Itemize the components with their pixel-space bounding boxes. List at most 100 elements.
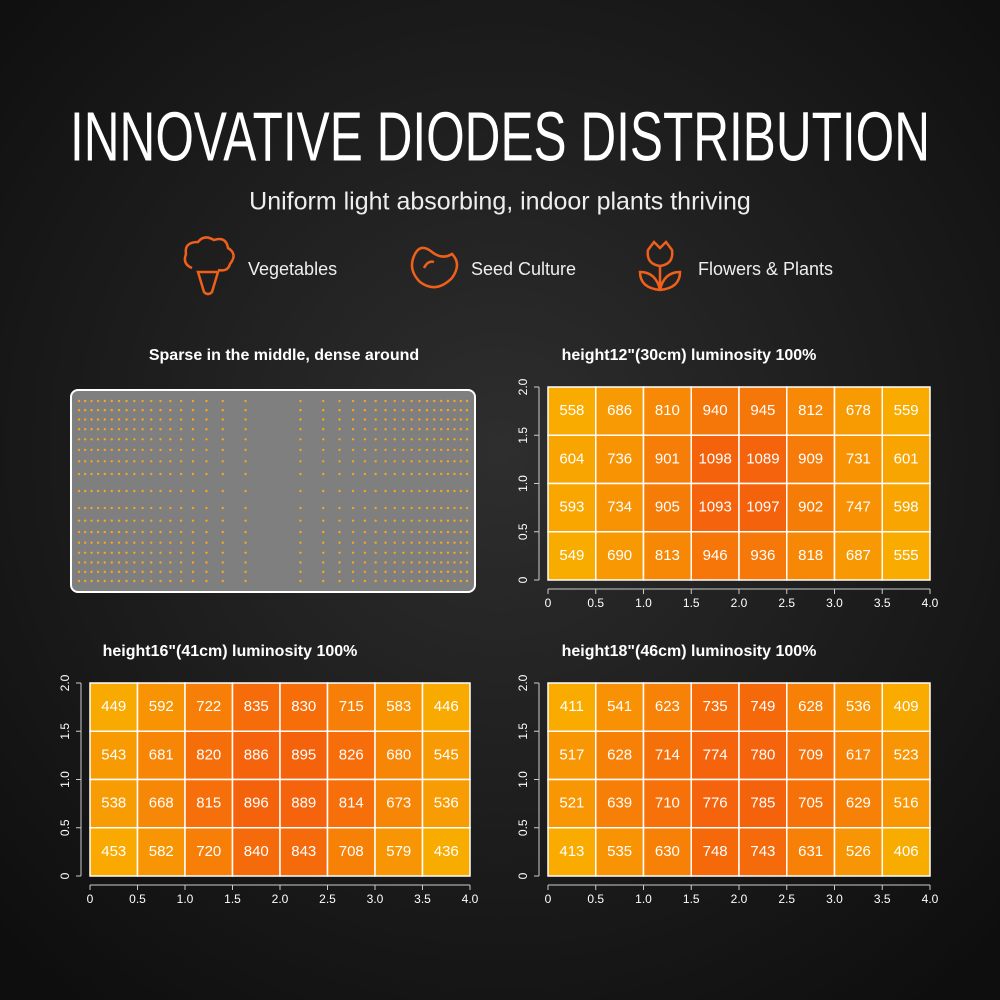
diode [351,460,355,463]
diode [384,561,387,564]
heat-cell [326,730,376,781]
diode [322,519,325,522]
diode [141,460,144,463]
diode [191,570,195,574]
diode [363,551,367,554]
diode [110,428,113,431]
heat-cell [547,827,597,877]
diode [446,551,450,554]
diode [77,418,81,421]
diode [205,448,208,452]
diode [90,541,93,544]
diode [141,489,144,493]
x-tick-label: 0.5 [587,596,604,610]
diode [425,408,429,412]
diode [169,460,172,463]
diode [453,489,456,493]
diode [446,561,450,564]
diode [402,579,405,583]
diode [191,438,195,441]
diode [179,561,183,564]
diode [433,579,436,583]
diode [133,570,136,574]
diode [90,408,93,412]
cell-label: 536 [846,698,871,715]
diode [205,438,208,441]
diode [363,399,367,403]
chart-title: height16"(41cm) luminosity 100% [103,643,358,660]
diode [191,460,195,463]
diode [453,530,456,534]
diode [338,579,341,583]
diode [322,561,325,564]
x-tick-label: 0 [545,892,552,906]
diode [410,541,413,544]
cell-label: 545 [434,746,459,763]
diode [439,438,443,441]
diode [351,472,355,476]
diode [125,489,128,493]
cell-label: 1093 [698,499,731,516]
diode [384,489,387,493]
diode [410,399,413,403]
diode [117,448,121,452]
diode [384,472,387,476]
diode [179,399,183,403]
diode [191,579,195,583]
cell-label: 631 [798,843,823,860]
diode [103,418,107,421]
diode [169,530,172,534]
diode [338,408,341,412]
diode [205,551,208,554]
diode [446,519,450,522]
diode [374,519,377,522]
diode [117,579,121,583]
cell-label: 909 [798,450,823,467]
diode [425,428,429,431]
diode [133,551,136,554]
diode [133,408,136,412]
diode [425,561,429,564]
diode [125,519,128,522]
diode [299,408,302,412]
cell-label: 785 [750,795,775,812]
heat-cell [89,827,139,877]
diode [465,408,469,412]
diode [453,472,456,476]
heat-cell [642,434,692,485]
diode [410,408,413,412]
diode [425,579,429,583]
diode [363,579,367,583]
diode [459,530,463,534]
diode [169,519,172,522]
diode [322,551,325,554]
diode [205,399,208,403]
diode [191,399,195,403]
diode [433,489,436,493]
diode [125,570,128,574]
diode [402,418,405,421]
diode [77,570,81,574]
diode [159,530,162,534]
diode [169,418,172,421]
diode [133,438,136,441]
diode [393,399,396,403]
diode [141,570,144,574]
diode [90,460,93,463]
heat-cell [184,682,234,732]
heat-cell [833,827,883,877]
diode [103,438,107,441]
diode [446,460,450,463]
heat-cell [231,827,281,877]
diode [169,438,172,441]
diode [465,399,469,403]
cell-label: 559 [894,402,919,419]
cell-label: 1098 [698,450,731,467]
cell-label: 413 [559,843,584,860]
diode [77,428,81,431]
diode [141,438,144,441]
y-tick-label: 1.5 [516,723,530,740]
heat-cell [421,730,471,781]
diode [244,408,247,412]
diode [363,561,367,564]
